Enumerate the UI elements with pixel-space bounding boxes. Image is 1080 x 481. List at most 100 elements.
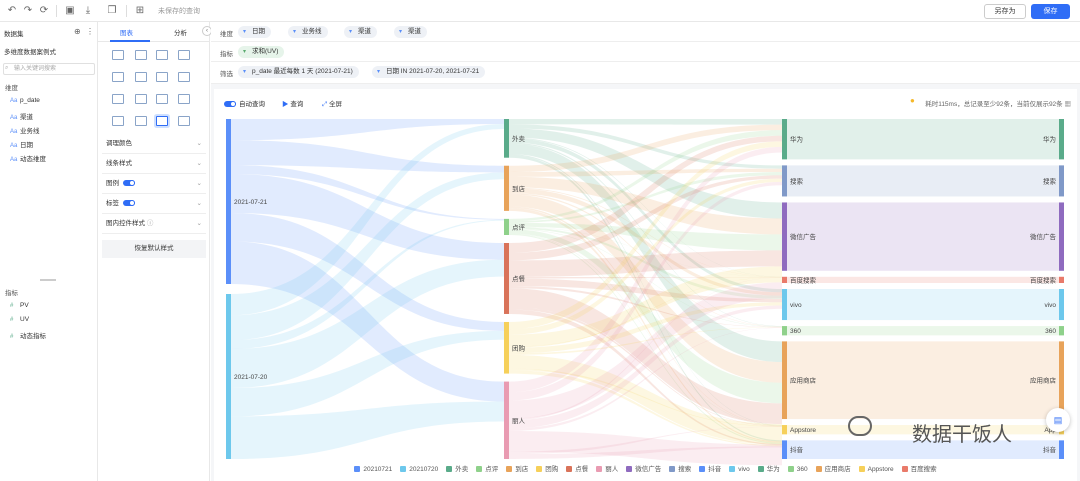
chart-type-option[interactable] (135, 116, 147, 126)
restore-default-style-button[interactable]: 恢复默认样式 (102, 240, 206, 258)
sankey-node[interactable] (782, 289, 787, 321)
chart-type-option[interactable] (135, 94, 147, 104)
copy-icon[interactable]: ❐ (107, 5, 117, 16)
sankey-end-node[interactable] (1059, 326, 1064, 336)
dimension-chip[interactable]: 业务线 (288, 26, 328, 38)
table-icon[interactable]: ▦ (1064, 101, 1072, 108)
dimension-field[interactable]: Aa p_date (10, 97, 40, 104)
sankey-node[interactable] (504, 321, 509, 374)
fullscreen-button[interactable]: ⤢ 全屏 (322, 101, 343, 108)
chart-type-option[interactable] (156, 72, 168, 82)
sankey-node[interactable] (782, 119, 787, 160)
feedback-icon[interactable]: ▤ (1046, 408, 1070, 432)
sankey-node[interactable] (782, 440, 787, 459)
legend-item[interactable]: vivo (729, 466, 750, 473)
label-panel[interactable]: 标签 ⌄ (102, 194, 206, 214)
field-search-input[interactable]: 输入关键词搜索 (3, 63, 95, 75)
metric-field[interactable]: # UV (10, 316, 30, 323)
metric-field[interactable]: # 动态指标 (10, 333, 46, 340)
sankey-end-node[interactable] (1059, 165, 1064, 197)
dimension-chip[interactable]: 渠道 (394, 26, 427, 38)
download-icon[interactable]: ⤓ (85, 5, 91, 16)
auto-query-control[interactable]: 自动查询 (224, 98, 265, 108)
dimension-field[interactable]: Aa 渠道 (10, 114, 33, 121)
legend-item[interactable]: 20210720 (400, 466, 438, 473)
legend-item[interactable]: 百度搜索 (901, 463, 937, 473)
line-style-panel[interactable]: 线条样式 ⌄ (102, 154, 206, 174)
dimension-field[interactable]: Aa 日期 (10, 142, 33, 149)
save-button[interactable]: 保存 (1031, 4, 1070, 19)
chart-type-option[interactable] (112, 116, 124, 126)
sankey-node[interactable] (782, 202, 787, 271)
undo-icon[interactable]: ↶ (7, 5, 17, 16)
sankey-node[interactable] (782, 425, 787, 435)
resize-handle[interactable] (40, 279, 56, 281)
chart-type-option[interactable] (112, 94, 124, 104)
legend-item[interactable]: 团购 (536, 463, 558, 473)
redo-icon[interactable]: ↷ (23, 5, 33, 16)
legend-item[interactable]: 点餐 (566, 463, 588, 473)
legend-item[interactable]: 应用商店 (815, 463, 851, 473)
legend-item[interactable]: 搜索 (669, 463, 691, 473)
sankey-node[interactable] (782, 341, 787, 420)
chart-type-option[interactable] (178, 72, 190, 82)
color-panel[interactable]: 调理颜色 ⌄ (102, 134, 206, 154)
label-toggle[interactable] (123, 200, 135, 207)
auto-query-toggle[interactable] (224, 101, 236, 108)
chart-type-option[interactable] (156, 50, 168, 60)
sankey-end-node[interactable] (1059, 119, 1064, 160)
chart-type-option[interactable] (112, 50, 124, 60)
sankey-node[interactable] (226, 294, 231, 459)
more-icon[interactable]: ⋮ (86, 27, 94, 36)
chart-type-option[interactable] (178, 94, 190, 104)
add-dataset-icon[interactable]: ⊕ (74, 27, 81, 36)
dataset-name[interactable]: 多维度数据案例式 (4, 49, 56, 56)
sankey-node[interactable] (504, 119, 509, 158)
control-style-panel[interactable]: 图内控件样式 ⓘ ⌄ (102, 214, 206, 234)
legend-item[interactable]: 抖音 (699, 463, 721, 473)
chart-type-option[interactable] (135, 50, 147, 60)
sankey-node[interactable] (782, 326, 787, 336)
chart-type-option[interactable] (112, 72, 124, 82)
legend-item[interactable]: 丽人 (596, 463, 618, 473)
legend-item[interactable]: Appstore (858, 466, 894, 473)
dimension-field[interactable]: Aa 动态维度 (10, 156, 46, 163)
legend-toggle[interactable] (123, 180, 135, 187)
sankey-end-node[interactable] (1059, 202, 1064, 271)
sankey-end-node[interactable] (1059, 276, 1064, 283)
legend-item[interactable]: 华为 (757, 463, 780, 473)
filter-chip[interactable]: p_date 最近每数 1 天 (2021-07-21) (238, 66, 359, 78)
sankey-end-node[interactable] (1059, 440, 1064, 459)
sankey-node[interactable] (504, 218, 509, 235)
save-as-button[interactable]: 另存为 (984, 4, 1026, 19)
dimension-chip[interactable]: 日期 (238, 26, 271, 38)
chart-type-option[interactable] (178, 116, 190, 126)
legend-item[interactable]: 20210721 (354, 466, 392, 473)
dimension-field[interactable]: Aa 业务线 (10, 128, 40, 135)
sankey-end-node[interactable] (1059, 289, 1064, 321)
dimension-chip[interactable]: 渠道 (344, 26, 377, 38)
sankey-node[interactable] (226, 119, 231, 284)
legend-item[interactable]: 微信广告 (626, 463, 661, 473)
legend-item[interactable]: 360 (787, 466, 808, 473)
sankey-node[interactable] (504, 165, 509, 211)
chart-type-option[interactable] (156, 94, 168, 104)
sankey-node[interactable] (782, 165, 787, 197)
filter-chip[interactable]: 日期 IN 2021-07-20, 2021-07-21 (372, 66, 486, 78)
legend-item[interactable]: 外卖 (446, 463, 468, 473)
sankey-node[interactable] (782, 276, 787, 283)
refresh-icon[interactable]: ⟳ (39, 5, 49, 16)
tab-chart[interactable]: 图表 (120, 30, 133, 37)
sankey-node[interactable] (504, 381, 509, 459)
legend-item[interactable]: 点评 (476, 463, 498, 473)
sankey-node[interactable] (504, 243, 509, 314)
grid-icon[interactable]: ⊞ (135, 5, 145, 16)
legend-panel[interactable]: 图例 ⌄ (102, 174, 206, 194)
metric-field[interactable]: # PV (10, 302, 29, 309)
metric-chip[interactable]: 求和(UV) (238, 46, 285, 58)
legend-item[interactable]: 到店 (506, 463, 528, 473)
save-file-icon[interactable]: ▣ (65, 5, 75, 16)
sankey-end-node[interactable] (1059, 341, 1064, 420)
query-button[interactable]: ▶ 查询 (282, 101, 304, 108)
chart-type-option[interactable] (156, 116, 168, 126)
